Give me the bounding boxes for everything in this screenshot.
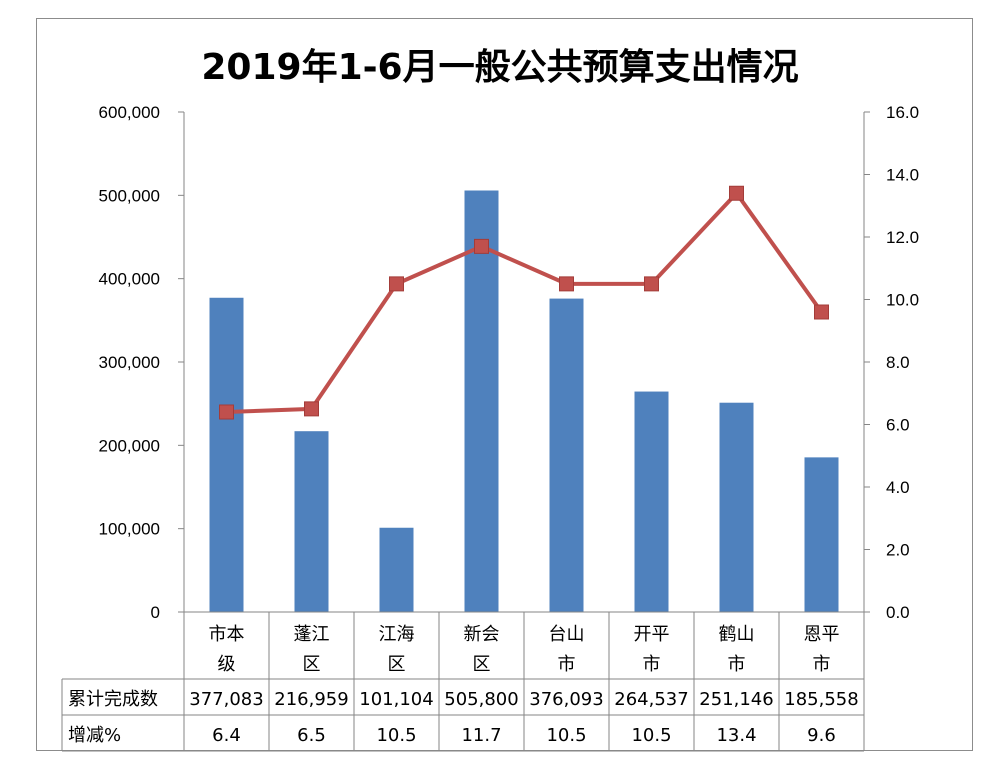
bar <box>379 527 414 612</box>
right-tick-label: 4.0 <box>886 478 910 497</box>
bar <box>464 190 499 612</box>
table-cell-value: 101,104 <box>359 689 433 710</box>
category-label: 蓬江 <box>294 624 330 645</box>
category-label: 台山 <box>549 624 585 645</box>
left-tick-label: 200,000 <box>99 436 160 455</box>
table-cell-value: 6.5 <box>297 725 326 746</box>
category-label: 级 <box>218 654 236 675</box>
right-tick-label: 14.0 <box>886 166 919 185</box>
right-tick-label: 16.0 <box>886 103 919 122</box>
right-tick-label: 0.0 <box>886 603 910 622</box>
right-tick-label: 6.0 <box>886 416 910 435</box>
category-label: 江海 <box>379 624 415 645</box>
table-row-label: 增减% <box>68 725 121 746</box>
bar <box>719 402 754 612</box>
line-marker <box>644 276 659 292</box>
table-cell-value: 251,146 <box>699 689 773 710</box>
bar <box>549 298 584 612</box>
category-label: 新会 <box>464 624 500 645</box>
table-cell-value: 264,537 <box>614 689 688 710</box>
table-cell-value: 9.6 <box>807 725 836 746</box>
right-tick-label: 12.0 <box>886 228 919 247</box>
line-marker <box>304 401 319 417</box>
category-label: 区 <box>473 654 491 675</box>
bar <box>294 431 329 612</box>
bar <box>209 297 244 612</box>
series-line <box>226 190 824 414</box>
line-marker <box>219 404 234 420</box>
table-cell-value: 376,093 <box>529 689 603 710</box>
category-label: 市 <box>643 654 661 675</box>
right-tick-label: 8.0 <box>886 353 910 372</box>
right-tick-label: 2.0 <box>886 541 910 560</box>
category-label: 市 <box>728 654 746 675</box>
left-tick-label: 0 <box>151 603 160 622</box>
table-cell-value: 377,083 <box>189 689 263 710</box>
table-cell-value: 10.5 <box>546 725 586 746</box>
category-label: 区 <box>303 654 321 675</box>
table-cell-value: 11.7 <box>461 725 501 746</box>
bar <box>634 391 669 612</box>
category-label: 市 <box>813 654 831 675</box>
left-tick-label: 600,000 <box>99 103 160 122</box>
category-label: 市本 <box>209 624 245 645</box>
left-tick-label: 500,000 <box>99 186 160 205</box>
line-marker <box>389 276 404 292</box>
table-cell-value: 505,800 <box>444 689 518 710</box>
left-tick-label: 300,000 <box>99 353 160 372</box>
table-cell-value: 216,959 <box>274 689 348 710</box>
category-label: 鹤山 <box>719 624 755 645</box>
line-marker <box>474 238 489 254</box>
category-label: 市 <box>558 654 576 675</box>
category-label: 恩平 <box>804 624 840 645</box>
table-cell-value: 185,558 <box>784 689 858 710</box>
table-cell-value: 10.5 <box>631 725 671 746</box>
category-label: 区 <box>388 654 406 675</box>
left-tick-label: 400,000 <box>99 270 160 289</box>
line-marker <box>729 185 744 201</box>
left-tick-label: 100,000 <box>99 520 160 539</box>
table-row-label: 累计完成数 <box>68 689 158 710</box>
table-cell-value: 10.5 <box>376 725 416 746</box>
category-label: 开平 <box>634 624 670 645</box>
table-cell-value: 6.4 <box>212 725 241 746</box>
line-marker <box>814 304 829 320</box>
table-cell-value: 13.4 <box>716 725 756 746</box>
bar <box>804 457 839 612</box>
line-marker <box>559 276 574 292</box>
chart-title: 2019年1-6月一般公共预算支出情况 <box>201 47 799 88</box>
right-tick-label: 10.0 <box>886 291 919 310</box>
